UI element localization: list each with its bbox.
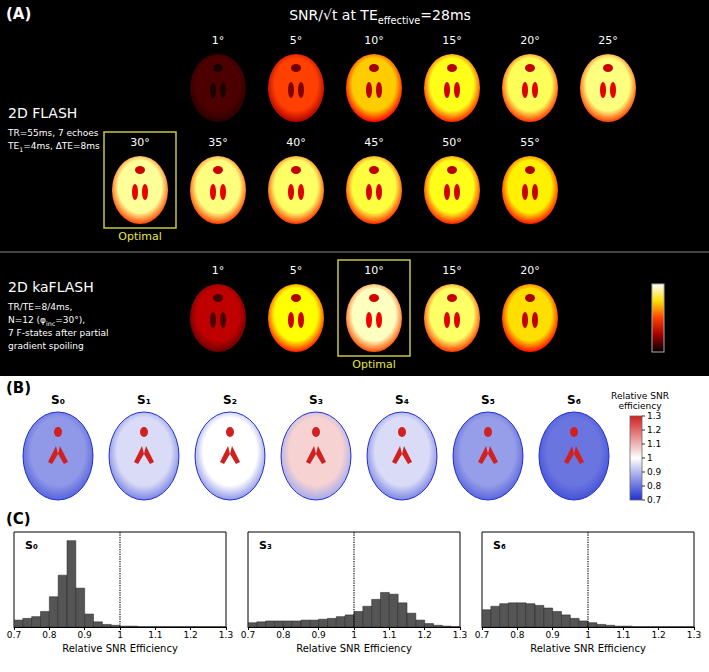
svg-text:(A): (A) [6,5,31,23]
svg-text:S₀: S₀ [25,539,38,552]
svg-text:0.9: 0.9 [647,467,662,477]
svg-text:1.1: 1.1 [616,630,630,640]
svg-text:gradient spoiling: gradient spoiling [8,341,84,351]
svg-text:10°: 10° [364,34,384,47]
svg-text:1: 1 [351,630,357,640]
svg-text:55°: 55° [520,136,540,149]
svg-text:7 F-states after partial: 7 F-states after partial [8,328,109,338]
svg-text:15°: 15° [442,34,462,47]
svg-text:25°: 25° [598,34,618,47]
svg-text:1°: 1° [212,34,225,47]
svg-text:1: 1 [647,453,653,463]
svg-text:0.8: 0.8 [647,481,662,491]
svg-text:0.9: 0.9 [78,630,93,640]
svg-text:efficiency: efficiency [618,401,662,411]
svg-text:1.3: 1.3 [647,411,661,421]
svg-text:15°: 15° [442,264,462,277]
svg-text:Relative SNR Efficiency: Relative SNR Efficiency [530,643,646,654]
svg-text:S₂: S₂ [223,393,237,407]
svg-text:S₁: S₁ [137,393,151,407]
svg-text:20°: 20° [520,264,540,277]
svg-text:1°: 1° [212,264,225,277]
svg-text:TR/TE=8/4ms,: TR/TE=8/4ms, [7,302,72,312]
svg-text:2D kaFLASH: 2D kaFLASH [8,279,94,295]
svg-text:Relative SNR Efficiency: Relative SNR Efficiency [62,643,178,654]
svg-text:0.8: 0.8 [42,630,57,640]
svg-text:1.3: 1.3 [453,630,467,640]
svg-text:SNR/√t at TEeffective=28ms: SNR/√t at TEeffective=28ms [289,7,471,26]
svg-text:(B): (B) [6,379,31,397]
svg-text:S₀: S₀ [51,393,65,407]
svg-text:1.3: 1.3 [219,630,233,640]
svg-text:TR=55ms, 7 echoes: TR=55ms, 7 echoes [7,128,99,138]
svg-text:5°: 5° [290,264,303,277]
svg-text:1.2: 1.2 [647,425,661,435]
svg-text:0.7: 0.7 [475,630,489,640]
svg-text:1: 1 [117,630,123,640]
svg-text:0.9: 0.9 [312,630,327,640]
svg-text:45°: 45° [364,136,384,149]
svg-text:0.9: 0.9 [546,630,561,640]
svg-text:Relative SNR: Relative SNR [611,391,669,401]
svg-text:0.8: 0.8 [510,630,525,640]
svg-text:1.1: 1.1 [647,439,661,449]
svg-text:10°: 10° [364,264,384,277]
svg-text:40°: 40° [286,136,306,149]
svg-text:N=12 (φinc=30°),: N=12 (φinc=30°), [8,315,85,327]
svg-text:TE1=4ms, ΔTE=8ms: TE1=4ms, ΔTE=8ms [7,141,100,153]
svg-text:1.2: 1.2 [418,630,432,640]
svg-text:1.2: 1.2 [652,630,666,640]
svg-text:S₃: S₃ [309,393,323,407]
svg-text:20°: 20° [520,34,540,47]
svg-text:S₆: S₆ [493,539,506,552]
svg-text:S₆: S₆ [567,393,581,407]
svg-text:0.8: 0.8 [276,630,291,640]
svg-text:Optimal: Optimal [118,230,162,243]
svg-text:2D FLASH: 2D FLASH [8,105,77,121]
svg-text:Relative SNR Efficiency: Relative SNR Efficiency [296,643,412,654]
svg-text:35°: 35° [208,136,228,149]
svg-text:0.7: 0.7 [647,495,661,505]
svg-text:S₃: S₃ [259,539,272,552]
svg-text:S₄: S₄ [395,393,409,407]
svg-text:50°: 50° [442,136,462,149]
svg-text:1.1: 1.1 [382,630,396,640]
svg-text:0.7: 0.7 [241,630,255,640]
svg-text:S₅: S₅ [481,393,495,407]
svg-text:1: 1 [585,630,591,640]
svg-text:5°: 5° [290,34,303,47]
svg-text:1.3: 1.3 [687,630,701,640]
svg-text:0.7: 0.7 [7,630,21,640]
svg-text:1.1: 1.1 [148,630,162,640]
svg-text:1.2: 1.2 [184,630,198,640]
svg-text:(C): (C) [6,510,31,528]
svg-text:30°: 30° [130,136,150,149]
svg-text:Optimal: Optimal [352,358,396,371]
